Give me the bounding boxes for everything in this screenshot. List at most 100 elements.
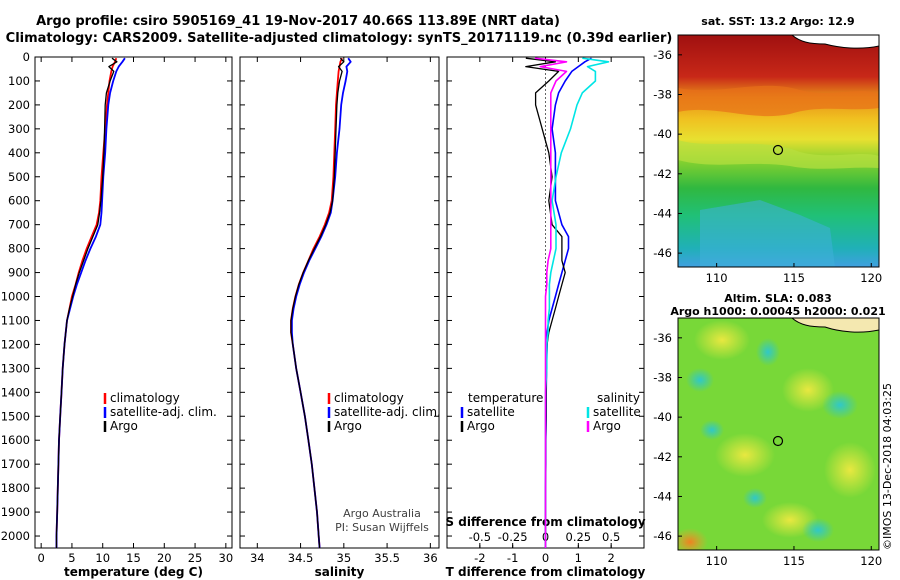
xtick-label: 35.5 [374, 551, 400, 565]
ytick-label: 700 [8, 218, 30, 232]
xtick-label-salinity: -0.25 [498, 530, 528, 544]
map-xtick-label: 110 [706, 271, 728, 285]
ytick-label: 1300 [1, 361, 30, 375]
ytick-label: 1900 [1, 505, 30, 519]
map-ytick-label: -38 [653, 370, 672, 384]
sla-low [756, 338, 780, 366]
legend-title-salinity: salinity [597, 391, 640, 405]
salinity-frame [239, 56, 440, 549]
xtick-label: 5 [68, 551, 75, 565]
sst-map-frame [677, 34, 880, 268]
ytick-label: 2000 [1, 529, 30, 543]
xtick-label-salinity: 0.5 [602, 530, 620, 544]
legend-entry: Argo [467, 419, 495, 433]
sst-cool-patch [700, 200, 835, 267]
temperature-frame [34, 56, 233, 549]
xtick-label-salinity: 0.25 [566, 530, 592, 544]
map-xtick-label: 110 [706, 554, 728, 568]
legend-entry: satellite [593, 405, 641, 419]
map-xtick-label: 115 [783, 271, 805, 285]
ytick-label: 1600 [1, 433, 30, 447]
ytick-label: 1200 [1, 337, 30, 351]
ytick-label: 200 [8, 98, 30, 112]
ytick-label: 1800 [1, 481, 30, 495]
temperature-xlabel: temperature (deg C) [64, 565, 203, 579]
sla-map-ticks: 110 115 120 -36 -38 -40 -42 -44 -46 [653, 331, 882, 568]
difference-xlabel: T difference from climatology [446, 565, 646, 579]
ytick-label: 800 [8, 242, 30, 256]
legend-entry: satellite-adj. clim. [334, 405, 441, 419]
legend-entry: Argo [593, 419, 621, 433]
legend-entry: climatology [110, 391, 180, 405]
xtick-label: 1 [575, 551, 582, 565]
profile-panels: 0100200300400500600700800900100011001200… [1, 50, 646, 579]
xtick-label: 36 [423, 551, 438, 565]
legend-entry: satellite-adj. clim. [110, 405, 217, 419]
xtick-label: 15 [126, 551, 141, 565]
map-ytick-label: -46 [653, 246, 672, 260]
sla-high [782, 368, 834, 412]
ytick-label: 400 [8, 146, 30, 160]
series-salinity-argo-line [534, 57, 568, 548]
ytick-label: 1000 [1, 290, 30, 304]
sla-high [824, 442, 876, 498]
salinity-xlabel: salinity [315, 565, 365, 579]
difference-panel: -2 -1 0 1 2T difference from climatology -0.5… [445, 56, 646, 579]
ytick-label: 1100 [1, 313, 30, 327]
sla-low [743, 488, 767, 508]
temperature-panel: 0100200300400500600700800900100011001200… [1, 50, 233, 579]
sla-low [822, 391, 858, 419]
ytick-label: 1700 [1, 457, 30, 471]
sla-map: Altim. SLA: 0.083 Argo h1000: 0.00045 h2… [653, 292, 885, 568]
xtick-label: 34 [250, 551, 265, 565]
annotation-argo-australia: Argo Australia [343, 507, 421, 520]
sst-argo-marker [772, 144, 784, 156]
legend-entry: satellite [467, 405, 515, 419]
xtick-label: 35 [337, 551, 352, 565]
map-xtick-label: 115 [783, 554, 805, 568]
sla-high [715, 433, 775, 477]
xtick-label: -1 [507, 551, 518, 565]
xtick-label: 34.5 [288, 551, 314, 565]
map-ytick-label: -42 [653, 167, 672, 181]
sst-map-title: sat. SST: 13.2 Argo: 12.9 [701, 15, 854, 28]
header-line-2: Climatology: CARS2009. Satellite-adjuste… [6, 31, 673, 46]
ytick-label: 600 [8, 194, 30, 208]
sla-low [802, 518, 834, 542]
ytick-label: 1500 [1, 409, 30, 423]
sla-high [694, 320, 750, 360]
xtick-label: 0 [37, 551, 44, 565]
sla-map-frame [677, 317, 880, 551]
xtick-label: 0 [542, 551, 549, 565]
ytick-label: 0 [23, 50, 30, 64]
map-ytick-label: -44 [653, 206, 672, 220]
legend-entry: Argo [110, 419, 138, 433]
map-ytick-label: -36 [653, 331, 672, 345]
map-xtick-label: 120 [860, 554, 882, 568]
ytick-label: 100 [8, 74, 30, 88]
map-xtick-label: 120 [860, 271, 882, 285]
map-ytick-label: -38 [653, 87, 672, 101]
ytick-label: 300 [8, 122, 30, 136]
sla-argo-marker [772, 435, 784, 447]
sla-land [791, 318, 879, 333]
legend-title-temperature: temperature [468, 391, 543, 405]
map-ytick-label: -42 [653, 450, 672, 464]
credit: ©IMOS 13-Dec-2018 04:03:25 [881, 383, 894, 550]
xtick-label: 30 [219, 551, 234, 565]
sst-land [791, 35, 879, 49]
xtick-label: 2 [608, 551, 615, 565]
sla-low [686, 368, 714, 392]
ytick-label: 900 [8, 266, 30, 280]
map-ytick-label: -40 [653, 410, 672, 424]
sla-low [700, 420, 724, 440]
ytick-label: 1400 [1, 385, 30, 399]
xtick-label: -2 [474, 551, 485, 565]
map-ytick-label: -36 [653, 48, 672, 62]
xtick-label: 20 [157, 551, 172, 565]
series-2-line [55, 57, 118, 548]
sst-map-ticks: 110 115 120 -36 -38 -40 -42 -44 -46 [653, 48, 882, 285]
ytick-label: 500 [8, 170, 30, 184]
sst-map: sat. SST: 13.2 Argo: 12.9 110 115 120 -36 -3… [653, 15, 882, 285]
